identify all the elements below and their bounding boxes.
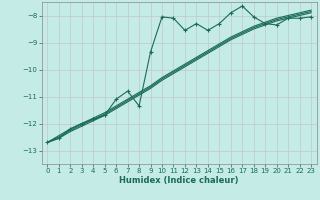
X-axis label: Humidex (Indice chaleur): Humidex (Indice chaleur): [119, 176, 239, 185]
